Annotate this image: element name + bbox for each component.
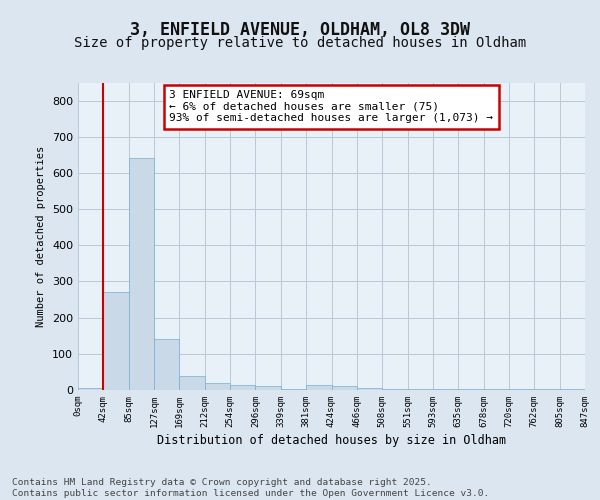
Bar xyxy=(256,386,281,390)
Bar xyxy=(230,384,256,390)
Text: Size of property relative to detached houses in Oldham: Size of property relative to detached ho… xyxy=(74,36,526,50)
Y-axis label: Number of detached properties: Number of detached properties xyxy=(37,146,46,327)
Text: 3 ENFIELD AVENUE: 69sqm
← 6% of detached houses are smaller (75)
93% of semi-det: 3 ENFIELD AVENUE: 69sqm ← 6% of detached… xyxy=(169,90,493,124)
Text: Contains HM Land Registry data © Crown copyright and database right 2025.
Contai: Contains HM Land Registry data © Crown c… xyxy=(12,478,489,498)
Bar xyxy=(78,388,103,390)
Bar xyxy=(103,292,128,390)
Bar xyxy=(154,340,179,390)
Bar xyxy=(205,383,230,390)
Bar xyxy=(128,158,154,390)
Bar xyxy=(357,388,382,390)
Bar xyxy=(179,376,205,390)
Bar xyxy=(331,386,357,390)
X-axis label: Distribution of detached houses by size in Oldham: Distribution of detached houses by size … xyxy=(157,434,506,447)
Text: 3, ENFIELD AVENUE, OLDHAM, OL8 3DW: 3, ENFIELD AVENUE, OLDHAM, OL8 3DW xyxy=(130,21,470,39)
Bar xyxy=(306,384,331,390)
